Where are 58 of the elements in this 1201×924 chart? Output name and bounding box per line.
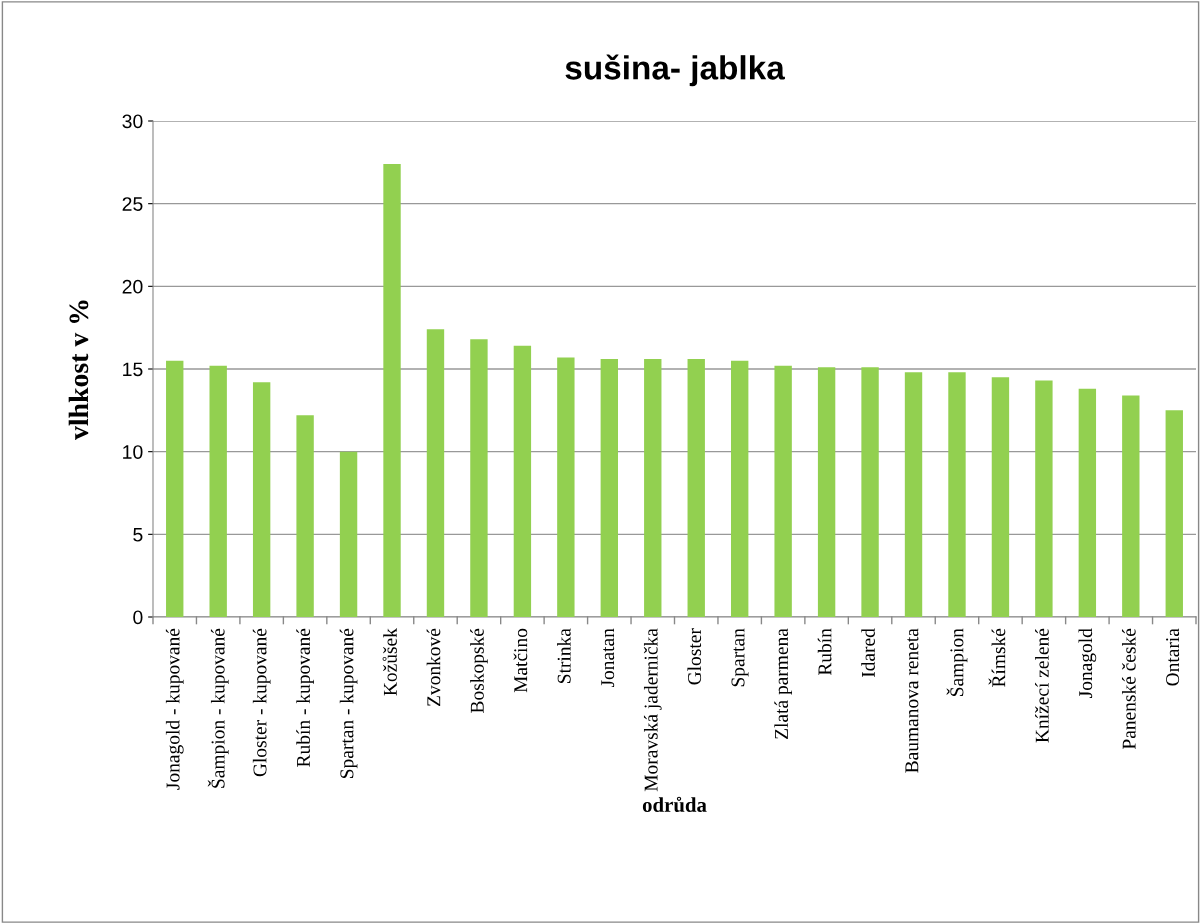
y-tick-label: 30	[122, 114, 143, 129]
y-tick-label: 5	[133, 528, 143, 542]
x-tick-label: Ontaria	[1166, 628, 1180, 686]
x-tick-label: Rubín	[817, 628, 832, 676]
bar	[383, 163, 401, 617]
x-tick-label: Gloster - kupované	[252, 628, 271, 777]
bar	[991, 377, 1010, 617]
bar	[948, 372, 966, 617]
x-tick-label: Gloster	[687, 628, 702, 685]
bar	[774, 365, 792, 617]
x-tick-label: Moravská jadernička	[643, 628, 662, 792]
bar	[252, 382, 271, 617]
bar	[817, 367, 836, 617]
bar	[687, 359, 705, 617]
x-tick-label: Šampion	[946, 628, 968, 696]
x-tick-label: Rubín - kupované	[296, 628, 314, 767]
bar	[1165, 410, 1183, 617]
bar	[470, 339, 488, 617]
x-tick-label: Matčino	[513, 628, 528, 693]
x-tick-label: Zlatá parmena	[774, 628, 792, 739]
bar	[1078, 388, 1097, 617]
bar	[426, 329, 445, 617]
bar	[1122, 395, 1140, 617]
x-tick-label: Jonagold	[1078, 628, 1097, 698]
bar	[339, 451, 358, 617]
bar	[296, 415, 314, 617]
bar	[557, 357, 575, 617]
bar	[513, 345, 532, 617]
x-tick-label: Knížecí zelené	[1035, 628, 1049, 743]
x-tick-label: Římské	[988, 628, 1006, 687]
x-tick-label: Kožůšek	[382, 628, 397, 696]
x-tick-label: Strinka	[557, 628, 571, 683]
y-axis-title: vlhkost v %	[68, 300, 89, 440]
x-tick-label: Baumanova reneta	[905, 628, 919, 773]
y-tick-label: 20	[122, 279, 143, 294]
x-tick-label: Šampion - kupované	[207, 628, 229, 788]
x-tick-label: Zvonkové	[426, 628, 441, 707]
x-tick-label: Panenské české	[1121, 628, 1136, 750]
bar	[904, 372, 923, 617]
x-tick-label: Spartan	[731, 628, 749, 687]
y-tick-label: 25	[122, 197, 143, 211]
bar	[1035, 380, 1053, 617]
bar	[209, 365, 227, 617]
x-tick-label: Jonagold - kupované	[165, 628, 184, 790]
x-axis-title: odrůda	[642, 796, 707, 812]
bar	[861, 367, 879, 617]
y-tick-label: 10	[123, 445, 143, 459]
chart-title: sušina- jablka	[565, 54, 785, 87]
x-tick-label: Jonatan	[601, 628, 615, 688]
bar	[644, 359, 662, 617]
bar	[600, 359, 618, 617]
y-tick-label: 15	[123, 362, 143, 377]
bar	[166, 360, 184, 617]
bar	[731, 360, 749, 617]
x-tick-label: Spartan - kupované	[339, 628, 358, 778]
x-tick-label: Idared	[861, 628, 875, 678]
y-tick-label: 0	[133, 610, 143, 625]
x-tick-label: Boskopské	[470, 628, 488, 713]
